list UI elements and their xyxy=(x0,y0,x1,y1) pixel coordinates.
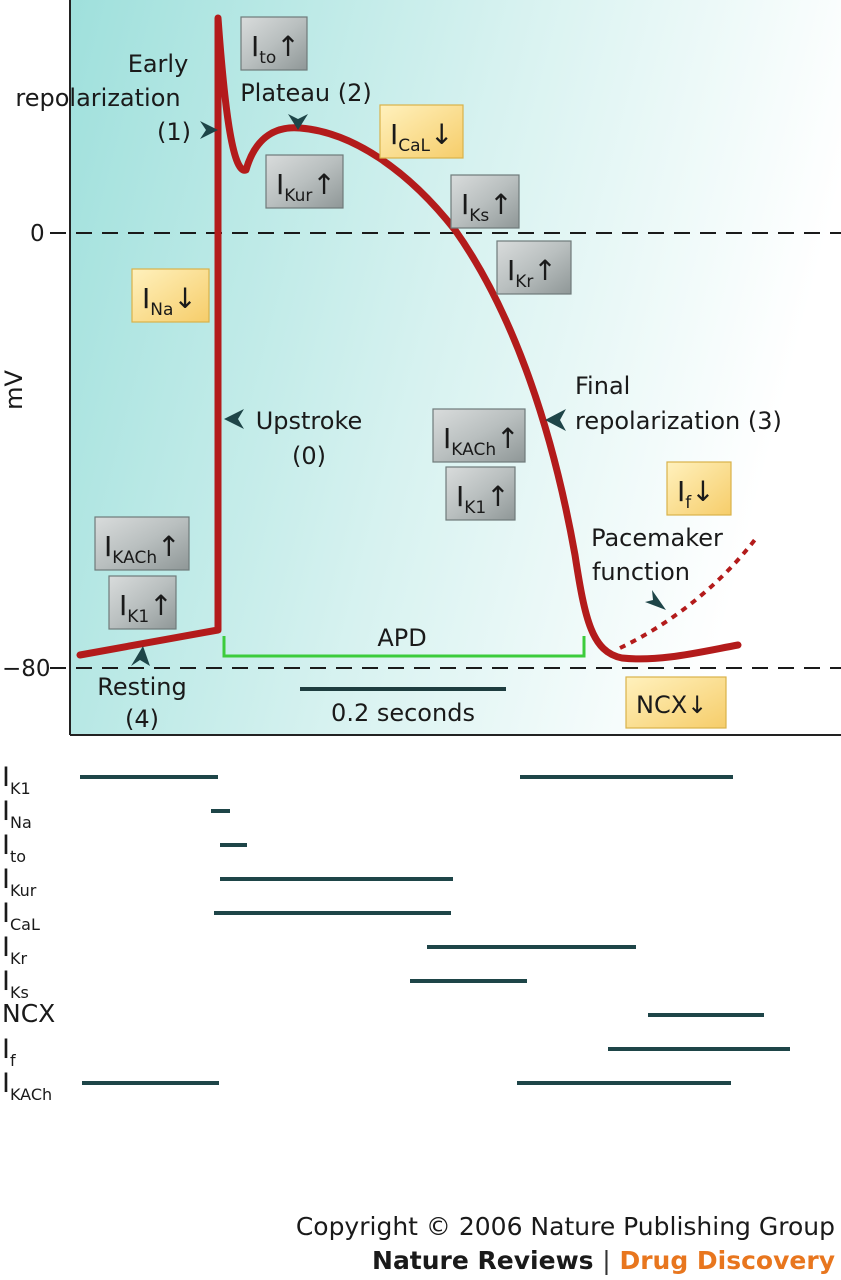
svg-text:IKr↑: IKr↑ xyxy=(507,254,557,292)
pacemaker-label-2: function xyxy=(592,558,690,586)
journal-name: Nature Reviews xyxy=(372,1246,594,1275)
svg-text:IKACh↑: IKACh↑ xyxy=(104,530,181,568)
apd-label: APD xyxy=(377,624,426,652)
current-box: IK1↑ xyxy=(108,575,177,630)
pacemaker-trace xyxy=(619,535,759,650)
copyright-line: Copyright © 2006 Nature Publishing Group xyxy=(295,1212,835,1241)
current-box: IKur↑ xyxy=(265,154,344,209)
svg-text:Ito↑: Ito↑ xyxy=(251,30,300,68)
timeline-label: IKur xyxy=(2,864,37,900)
current-box: Ito↑ xyxy=(240,16,308,71)
svg-text:IK1↑: IK1↑ xyxy=(456,480,510,518)
current-box: IKACh↑ xyxy=(94,516,190,571)
current-box: IKr↑ xyxy=(496,240,572,295)
early-repol-label-1: Early xyxy=(128,50,189,78)
timeline-bars xyxy=(80,775,790,1085)
timeline-label: IKACh xyxy=(2,1068,52,1104)
upstroke-label-1: Upstroke xyxy=(256,407,363,435)
journal-line: Nature Reviews | Drug Discovery xyxy=(296,1244,835,1278)
current-box: IKs↑ xyxy=(450,174,520,229)
final-repol-label-1: Final xyxy=(575,372,630,400)
svg-text:If↓: If↓ xyxy=(677,475,715,513)
current-box: NCX↓ xyxy=(625,676,727,729)
resting-label-1: Resting xyxy=(97,673,186,701)
timeline-label: IKr xyxy=(2,932,27,968)
ytick-zero: 0 xyxy=(30,221,45,247)
resting-pointer-icon xyxy=(131,646,150,666)
credit-block: Copyright © 2006 Nature Publishing Group… xyxy=(296,1210,835,1278)
timeline-label: NCX xyxy=(2,999,55,1028)
svg-text:INa↓: INa↓ xyxy=(142,282,197,320)
plateau-label: Plateau (2) xyxy=(240,79,372,107)
action-potential-diagram: 0 −80 mV APD 0.2 seconds Early repolariz… xyxy=(0,0,841,1104)
svg-text:IKs↑: IKs↑ xyxy=(461,188,513,226)
current-box: ICaL↓ xyxy=(379,104,464,159)
upstroke-pointer-icon xyxy=(224,409,244,429)
early-repol-label-3: (1) xyxy=(157,118,191,146)
timeline-label: INa xyxy=(2,796,32,832)
timeline-row-labels: IK1 INa Ito IKur ICaL IKr IKs NCX If IKA… xyxy=(2,762,55,1104)
svg-text:NCX↓: NCX↓ xyxy=(636,691,707,719)
journal-section: Drug Discovery xyxy=(619,1246,835,1275)
action-potential-trace xyxy=(76,14,742,663)
final-repol-label-2: repolarization (3) xyxy=(575,407,782,435)
early-repol-label-2: repolarization xyxy=(15,84,180,112)
early-repol-pointer-icon xyxy=(200,121,218,139)
final-repol-pointer-icon xyxy=(545,409,566,431)
current-box: If↓ xyxy=(666,461,732,516)
svg-text:ICaL↓: ICaL↓ xyxy=(390,118,454,156)
current-box: INa↓ xyxy=(131,268,210,323)
phase-pointers xyxy=(131,114,666,666)
y-axis-label: mV xyxy=(0,370,28,410)
ytick-minus80: −80 xyxy=(2,656,51,682)
resting-label-2: (4) xyxy=(125,705,159,733)
apd-bracket xyxy=(222,636,586,658)
svg-text:IKur↑: IKur↑ xyxy=(276,168,336,206)
current-box: IK1↑ xyxy=(445,466,516,521)
pacemaker-pointer-icon xyxy=(645,590,666,610)
timeline-label: Ito xyxy=(2,830,26,866)
timeline-label: IKs xyxy=(2,966,29,1002)
timeline-label: If xyxy=(2,1034,16,1070)
journal-separator: | xyxy=(602,1246,611,1275)
svg-text:IK1↑: IK1↑ xyxy=(119,589,173,627)
pacemaker-label-1: Pacemaker xyxy=(591,524,723,552)
svg-text:IKACh↑: IKACh↑ xyxy=(443,422,520,460)
current-box: IKACh↑ xyxy=(432,408,526,463)
upstroke-label-2: (0) xyxy=(292,442,326,470)
plateau-pointer-icon xyxy=(288,114,308,130)
timeline-label: ICaL xyxy=(2,898,40,934)
time-scale-label: 0.2 seconds xyxy=(331,699,475,727)
timeline-label: IK1 xyxy=(2,762,31,798)
